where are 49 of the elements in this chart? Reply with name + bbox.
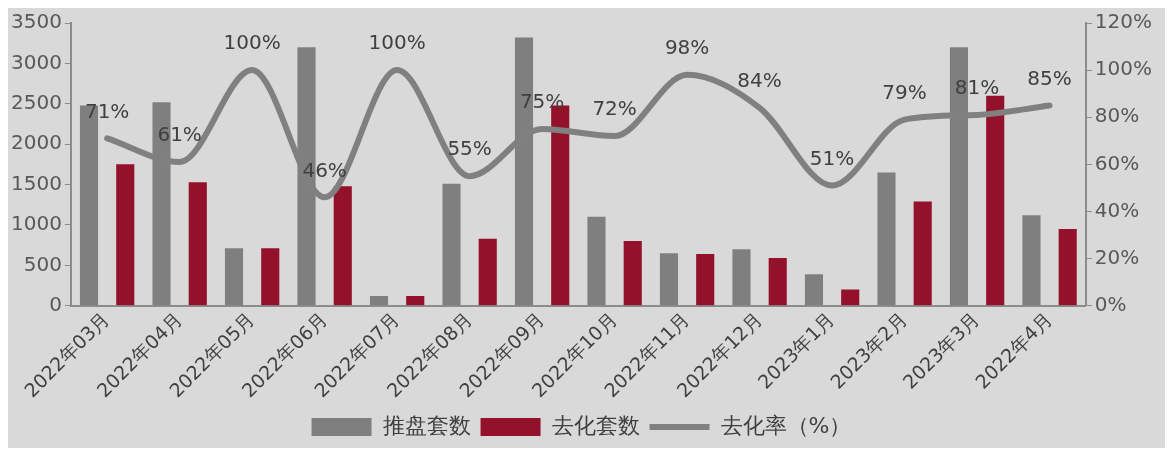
data-label: 55% <box>447 136 492 161</box>
bar <box>659 253 679 306</box>
y2-tick-label: 80% <box>1094 103 1140 128</box>
data-label: 100% <box>368 30 426 55</box>
y-tick-label: 0 <box>49 291 62 316</box>
y2-tick-label: 20% <box>1094 244 1140 269</box>
y-tick-label: 2000 <box>10 130 62 155</box>
y2-tick-label: 100% <box>1094 56 1153 81</box>
bar <box>369 296 389 306</box>
y-tick-label: 3000 <box>10 49 62 74</box>
legend-label: 去化套数 <box>551 412 640 438</box>
bar <box>224 248 244 306</box>
bar <box>732 249 751 306</box>
y2-tick-label: 0% <box>1094 291 1127 316</box>
data-label: 84% <box>737 68 782 93</box>
bar <box>1058 228 1077 306</box>
bar <box>587 216 606 306</box>
y-tick-label: 1000 <box>10 211 62 236</box>
data-label: 85% <box>1027 65 1072 90</box>
data-label: 51% <box>809 145 855 170</box>
y-tick-label: 1500 <box>10 170 62 195</box>
data-label: 79% <box>882 79 927 104</box>
y-tick-label: 2500 <box>10 89 62 114</box>
y-tick-label: 500 <box>23 251 62 276</box>
y2-tick-label: 40% <box>1094 197 1140 222</box>
y-tick-label: 3500 <box>10 9 62 34</box>
bar <box>442 183 461 306</box>
data-label: 100% <box>223 30 281 55</box>
bar <box>696 254 715 306</box>
bar <box>913 201 932 306</box>
bar <box>1022 215 1041 306</box>
bar <box>478 238 497 306</box>
bar <box>188 182 207 306</box>
y2-tick-label: 60% <box>1094 150 1140 175</box>
legend-label: 去化率（%） <box>720 412 852 438</box>
bar <box>261 248 280 306</box>
bar <box>804 274 824 306</box>
data-label: 98% <box>664 35 710 60</box>
legend-label: 推盘套数 <box>382 412 471 438</box>
bar <box>623 241 642 306</box>
bar <box>841 289 860 306</box>
bar <box>116 164 135 306</box>
data-label: 72% <box>592 96 637 121</box>
y2-tick-label: 120% <box>1094 9 1153 34</box>
bar <box>333 186 352 306</box>
bar <box>768 258 787 306</box>
bar <box>877 172 896 306</box>
bar <box>986 95 1005 306</box>
bar <box>406 296 425 306</box>
